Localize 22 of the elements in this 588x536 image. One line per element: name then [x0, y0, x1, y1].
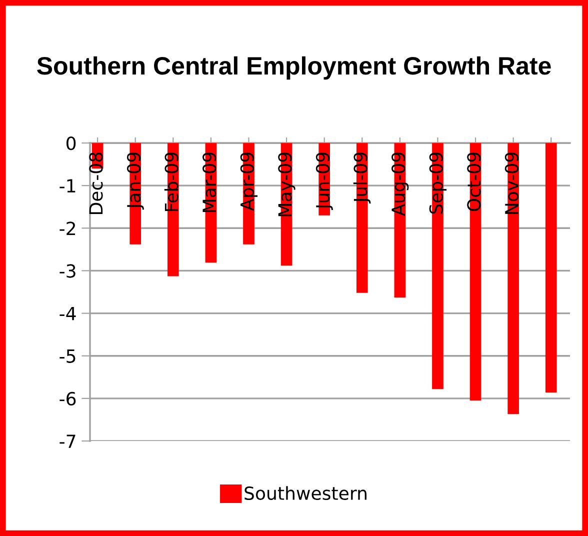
y-tick-label: -5 — [60, 350, 76, 363]
x-tick-label: Jul-09 — [353, 152, 371, 204]
x-tick-label: Jun-09 — [316, 152, 333, 210]
y-tick-label: 0 — [66, 136, 76, 150]
x-tick-label: May-09 — [278, 152, 296, 216]
y-tick-label: -3 — [60, 264, 76, 278]
x-tick-label: Nov-09 — [504, 152, 519, 214]
chart-title: Southern Central Employment Growth Rate — [37, 56, 551, 80]
legend-label: Southwestern — [244, 486, 366, 500]
y-tick-label: -7 — [60, 434, 76, 448]
x-tick-label: Jan-09 — [126, 152, 144, 210]
x-tick-label: Sep-09 — [429, 152, 446, 214]
x-tick-label: Apr-09 — [240, 152, 258, 211]
y-tick-label: -1 — [60, 179, 76, 192]
x-tick-label: Oct-09 — [467, 152, 481, 212]
x-tick-label: Aug-09 — [392, 152, 409, 216]
x-tick-label: Mar-09 — [202, 152, 216, 212]
y-tick-label: -4 — [60, 306, 76, 320]
x-tick-label: Dec-08 — [89, 152, 103, 214]
y-tick-label: -2 — [60, 222, 75, 236]
x-tick-label: Feb-09 — [164, 152, 178, 212]
y-tick-label: -6 — [60, 392, 76, 406]
